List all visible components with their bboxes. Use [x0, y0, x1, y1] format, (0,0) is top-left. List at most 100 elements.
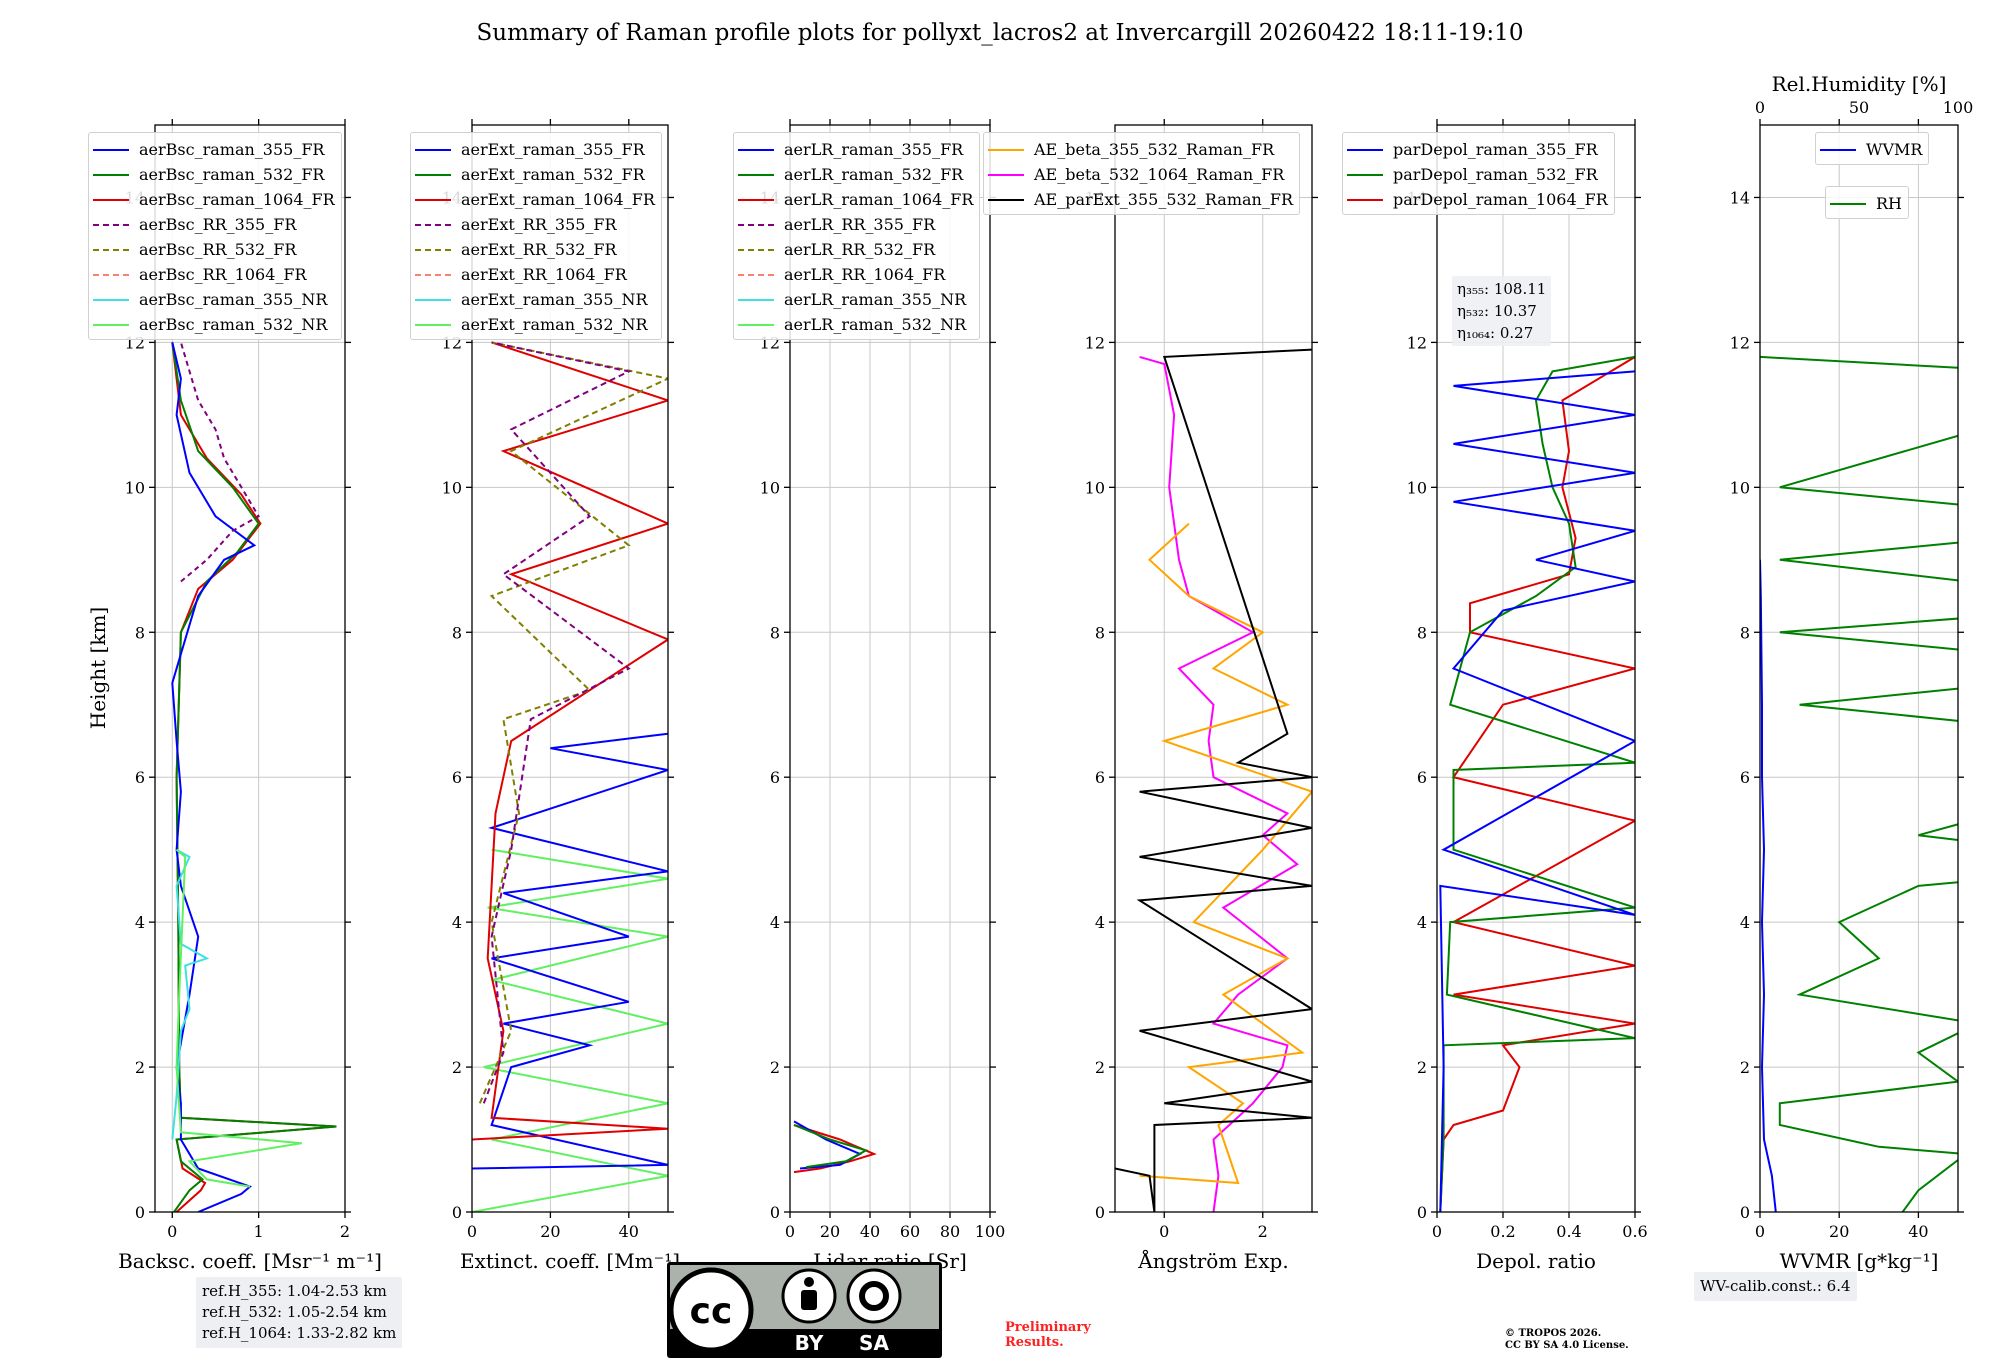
- legend-label: parDepol_raman_355_FR: [1393, 140, 1598, 159]
- y-tick-label: 0: [452, 1203, 462, 1222]
- legend-entry: RH: [1830, 191, 1902, 216]
- legend-swatch: [415, 148, 451, 151]
- y-tick-label: 4: [1417, 913, 1427, 932]
- preliminary-note: Preliminary Results.: [1005, 1320, 1091, 1350]
- x-axis-label-bsc: Backsc. coeff. [Msr⁻¹ m⁻¹]: [118, 1249, 382, 1273]
- top-x-axis-label: Rel.Humidity [%]: [1772, 72, 1947, 96]
- legend-label: AE_parExt_355_532_Raman_FR: [1034, 190, 1293, 209]
- x-tick-label: 0: [1159, 1222, 1169, 1241]
- legend-swatch: [738, 273, 774, 276]
- x-axis-label-wvmr: WVMR [g*kg⁻¹]: [1780, 1249, 1939, 1273]
- x-tick-label: 100: [975, 1222, 1006, 1241]
- legend-swatch: [415, 198, 451, 201]
- series-line-aerBsc_raman_355_FR: [171, 342, 257, 1212]
- series-line-AE_parExt_355_532_Raman_FR: [1115, 348, 1312, 1212]
- y-tick-label: 6: [1095, 768, 1105, 787]
- x-tick-label: 2: [1258, 1222, 1268, 1241]
- y-tick-label: 14: [1730, 188, 1750, 207]
- legend-swatch: [1347, 198, 1383, 201]
- legend-entry: aerLR_RR_532_FR: [738, 237, 973, 262]
- legend-swatch: [738, 173, 774, 176]
- y-tick-label: 10: [1407, 478, 1427, 497]
- y-tick-label: 10: [442, 478, 462, 497]
- y-tick-label: 8: [770, 623, 780, 642]
- eta-box: η₃₅₅: 108.11 η₅₃₂: 10.37 η₁₀₆₄: 0.27: [1452, 276, 1552, 346]
- legend-label: aerBsc_raman_355_FR: [139, 140, 325, 159]
- x-tick-label: 20: [820, 1222, 840, 1241]
- series-line-aerExt_raman_355_FR: [472, 732, 668, 1170]
- legend-swatch: [415, 223, 451, 226]
- legend-label: AE_beta_532_1064_Raman_FR: [1034, 165, 1285, 184]
- legend-entry: aerBsc_RR_1064_FR: [93, 262, 335, 287]
- legend-entry: AE_parExt_355_532_Raman_FR: [988, 187, 1293, 212]
- preliminary-line-1: Preliminary: [1005, 1320, 1091, 1335]
- x-tick-label: 0.6: [1622, 1222, 1647, 1241]
- legend-label: aerBsc_raman_532_FR: [139, 165, 325, 184]
- eta-532: η₅₃₂: 10.37: [1457, 302, 1537, 320]
- y-tick-label: 6: [770, 768, 780, 787]
- legend-entry: aerBsc_raman_355_FR: [93, 137, 335, 162]
- series-line-aerExt_RR_355_FR: [482, 341, 632, 1104]
- x-tick-label: 60: [900, 1222, 920, 1241]
- y-tick-label: 10: [125, 478, 145, 497]
- x-tick-label: 0: [167, 1222, 177, 1241]
- y-tick-label: 8: [1740, 623, 1750, 642]
- legend-swatch: [415, 323, 451, 326]
- legend-label: aerLR_raman_532_FR: [784, 165, 964, 184]
- y-tick-label: 0: [135, 1203, 145, 1222]
- legend-swatch: [738, 223, 774, 226]
- legend-entry: parDepol_raman_355_FR: [1347, 137, 1608, 162]
- legend-label: aerLR_raman_1064_FR: [784, 190, 974, 209]
- ref-h-1064: ref.H_1064: 1.33-2.82 km: [202, 1324, 397, 1342]
- legend-label: aerBsc_raman_355_NR: [139, 290, 328, 309]
- legend-entry: aerExt_raman_532_FR: [415, 162, 655, 187]
- legend-label: aerLR_RR_355_FR: [784, 215, 936, 234]
- legend-angstrom: AE_beta_355_532_Raman_FR AE_beta_532_1064…: [983, 132, 1300, 215]
- y-tick-label: 6: [1417, 768, 1427, 787]
- axes-frame-lr: [789, 124, 991, 1213]
- legend-depol: parDepol_raman_355_FR parDepol_raman_532_…: [1342, 132, 1615, 215]
- legend-swatch: [93, 323, 129, 326]
- legend-swatch: [1347, 173, 1383, 176]
- y-tick-label: 10: [1730, 478, 1750, 497]
- x-tick-label: 20: [540, 1222, 560, 1241]
- series-group-lr: [793, 1120, 877, 1174]
- y-tick-label: 4: [1095, 913, 1105, 932]
- legend-wvmr: WVMR: [1815, 132, 1930, 165]
- x-tick-label: 2: [340, 1222, 350, 1241]
- legend-label: aerExt_raman_1064_FR: [461, 190, 655, 209]
- legend-entry: aerLR_RR_1064_FR: [738, 262, 973, 287]
- eta-355: η₃₅₅: 108.11: [1457, 280, 1547, 298]
- axes-frame-ext: [471, 124, 669, 1213]
- legend-label: aerLR_raman_532_NR: [784, 315, 967, 334]
- legend-entry: aerBsc_RR_355_FR: [93, 212, 335, 237]
- legend-swatch: [93, 248, 129, 251]
- series-line-aerBsc_raman_532_NR: [175, 848, 302, 1188]
- legend-swatch: [1820, 148, 1856, 151]
- copyright-note: © TROPOS 2026. CC BY SA 4.0 License.: [1505, 1328, 1629, 1352]
- legend-swatch: [738, 323, 774, 326]
- legend-label: aerLR_RR_1064_FR: [784, 265, 946, 284]
- by-label: BY: [795, 1331, 824, 1355]
- legend-entry: parDepol_raman_1064_FR: [1347, 187, 1608, 212]
- legend-label: AE_beta_355_532_Raman_FR: [1034, 140, 1275, 159]
- legend-swatch: [415, 248, 451, 251]
- legend-entry: aerLR_raman_1064_FR: [738, 187, 973, 212]
- copyright-line-1: © TROPOS 2026.: [1505, 1328, 1602, 1339]
- legend-label: aerExt_RR_532_FR: [461, 240, 617, 259]
- x-tick-label: 0.4: [1556, 1222, 1581, 1241]
- legend-entry: aerBsc_raman_532_FR: [93, 162, 335, 187]
- y-tick-label: 2: [1417, 1058, 1427, 1077]
- y-tick-label: 0: [770, 1203, 780, 1222]
- legend-extinction: aerExt_raman_355_FR aerExt_raman_532_FR ae…: [410, 132, 662, 340]
- y-tick-label: 2: [770, 1058, 780, 1077]
- legend-swatch: [93, 198, 129, 201]
- legend-entry: AE_beta_532_1064_Raman_FR: [988, 162, 1293, 187]
- x-axis-label-depol: Depol. ratio: [1476, 1249, 1596, 1273]
- wv-calibration-box: WV-calib.const.: 6.4: [1694, 1272, 1857, 1301]
- y-tick-label: 8: [1095, 623, 1105, 642]
- legend-entry: aerLR_raman_532_NR: [738, 312, 973, 337]
- legend-label: aerBsc_raman_532_NR: [139, 315, 328, 334]
- y-tick-label: 8: [135, 623, 145, 642]
- y-tick-label: 12: [1407, 333, 1427, 352]
